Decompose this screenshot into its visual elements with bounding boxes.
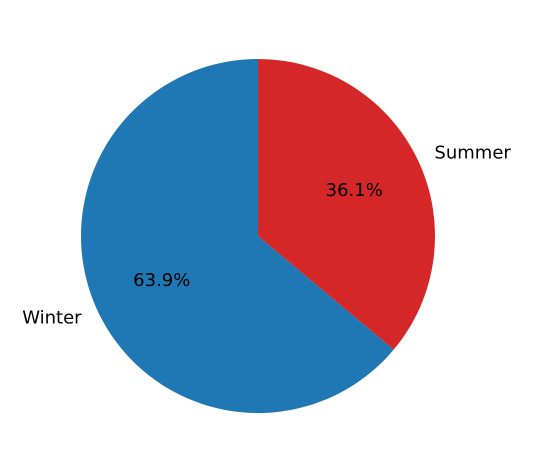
slice-label-summer: Summer — [434, 143, 511, 164]
pie-labels: Summer 36.1% Winter 63.9% — [22, 143, 511, 329]
pie-slices — [81, 59, 436, 414]
pie-slice-summer — [258, 59, 436, 350]
slice-label-winter: Winter — [22, 307, 82, 328]
pie-slice-winter — [81, 59, 394, 414]
slice-percent-winter: 63.9% — [133, 270, 190, 291]
slice-percent-summer: 36.1% — [326, 180, 383, 201]
